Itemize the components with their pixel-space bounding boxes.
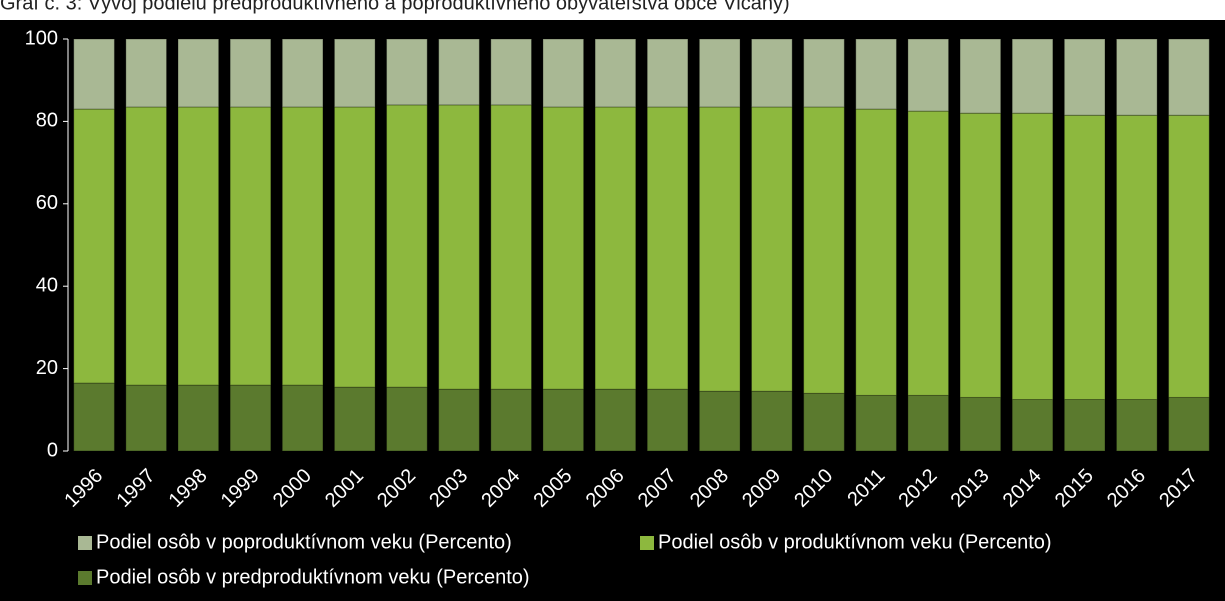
bar-segment <box>73 382 115 452</box>
bar-segment <box>751 390 793 452</box>
bar-segment <box>438 388 480 452</box>
bar-segment <box>1115 38 1158 116</box>
bar-segment <box>751 38 793 108</box>
y-tick-label: 60 <box>36 192 58 214</box>
bar-segment <box>333 106 376 388</box>
bar-segment <box>646 388 689 452</box>
bar-segment <box>959 38 1002 114</box>
bar-segment <box>542 38 585 108</box>
y-tick-label: 0 <box>47 439 58 461</box>
bar-segment <box>542 388 585 452</box>
bar-segment <box>125 38 168 108</box>
bar-segment <box>751 106 793 392</box>
bar-segment <box>907 394 950 452</box>
title-strip <box>0 0 1225 20</box>
y-tick-label: 20 <box>36 357 58 379</box>
bar-segment <box>1011 399 1054 452</box>
bar-segment <box>698 390 741 452</box>
bar-segment <box>177 38 220 108</box>
bar-segment <box>855 394 897 452</box>
bar-segment <box>438 38 480 106</box>
bar-segment <box>907 38 950 112</box>
chart-title: Graf č. 3: Vývoj podielu predproduktívne… <box>0 0 790 14</box>
bar-segment <box>646 106 689 390</box>
bar-segment <box>803 106 845 394</box>
bar-segment <box>594 388 637 452</box>
bar-segment <box>281 384 324 452</box>
bar-segment <box>698 106 741 392</box>
bar-segment <box>594 38 637 108</box>
bar-segment <box>1168 396 1210 452</box>
legend-swatch <box>78 536 92 550</box>
bar-segment <box>229 38 272 108</box>
bar-segment <box>907 110 950 396</box>
bar-segment <box>281 38 324 108</box>
bar-segment <box>386 38 428 106</box>
bar-segment <box>1168 38 1210 116</box>
bar-segment <box>1115 114 1158 400</box>
bar-segment <box>803 392 845 452</box>
bar-segment <box>542 106 585 390</box>
legend-label: Podiel osôb v produktívnom veku (Percent… <box>658 531 1052 553</box>
legend-swatch <box>78 571 92 585</box>
y-tick-label: 40 <box>36 274 58 296</box>
bar-segment <box>490 104 532 390</box>
bar-segment <box>490 388 532 452</box>
bar-segment <box>229 106 272 386</box>
bar-segment <box>1063 114 1106 400</box>
bar-segment <box>855 38 897 110</box>
bar-segment <box>229 384 272 452</box>
bar-segment <box>281 106 324 386</box>
bar-segment <box>1011 38 1054 114</box>
bar-segment <box>959 396 1002 452</box>
bar-segment <box>490 38 532 106</box>
bar-segment <box>1115 399 1158 452</box>
bar-segment <box>594 106 637 390</box>
bar-segment <box>125 384 168 452</box>
bar-segment <box>438 104 480 390</box>
bar-segment <box>73 108 115 384</box>
bar-segment <box>855 108 897 396</box>
bar-segment <box>177 106 220 386</box>
legend-swatch <box>640 536 654 550</box>
y-tick-label: 100 <box>25 27 58 49</box>
y-tick-label: 80 <box>36 110 58 132</box>
bar-segment <box>177 384 220 452</box>
bar-segment <box>1063 399 1106 452</box>
legend-label: Podiel osôb v predproduktívnom veku (Per… <box>96 566 530 588</box>
bar-segment <box>333 38 376 108</box>
bar-segment <box>803 38 845 108</box>
legend-label: Podiel osôb v poproduktívnom veku (Perce… <box>96 531 512 553</box>
bar-segment <box>73 38 115 110</box>
bar-segment <box>646 38 689 108</box>
bar-segment <box>386 386 428 452</box>
bar-segment <box>1168 114 1210 398</box>
bar-segment <box>386 104 428 388</box>
bar-segment <box>1011 112 1054 400</box>
bar-segment <box>1063 38 1106 116</box>
bar-segment <box>698 38 741 108</box>
bar-segment <box>959 112 1002 398</box>
bar-segment <box>333 386 376 452</box>
bar-segment <box>125 106 168 386</box>
